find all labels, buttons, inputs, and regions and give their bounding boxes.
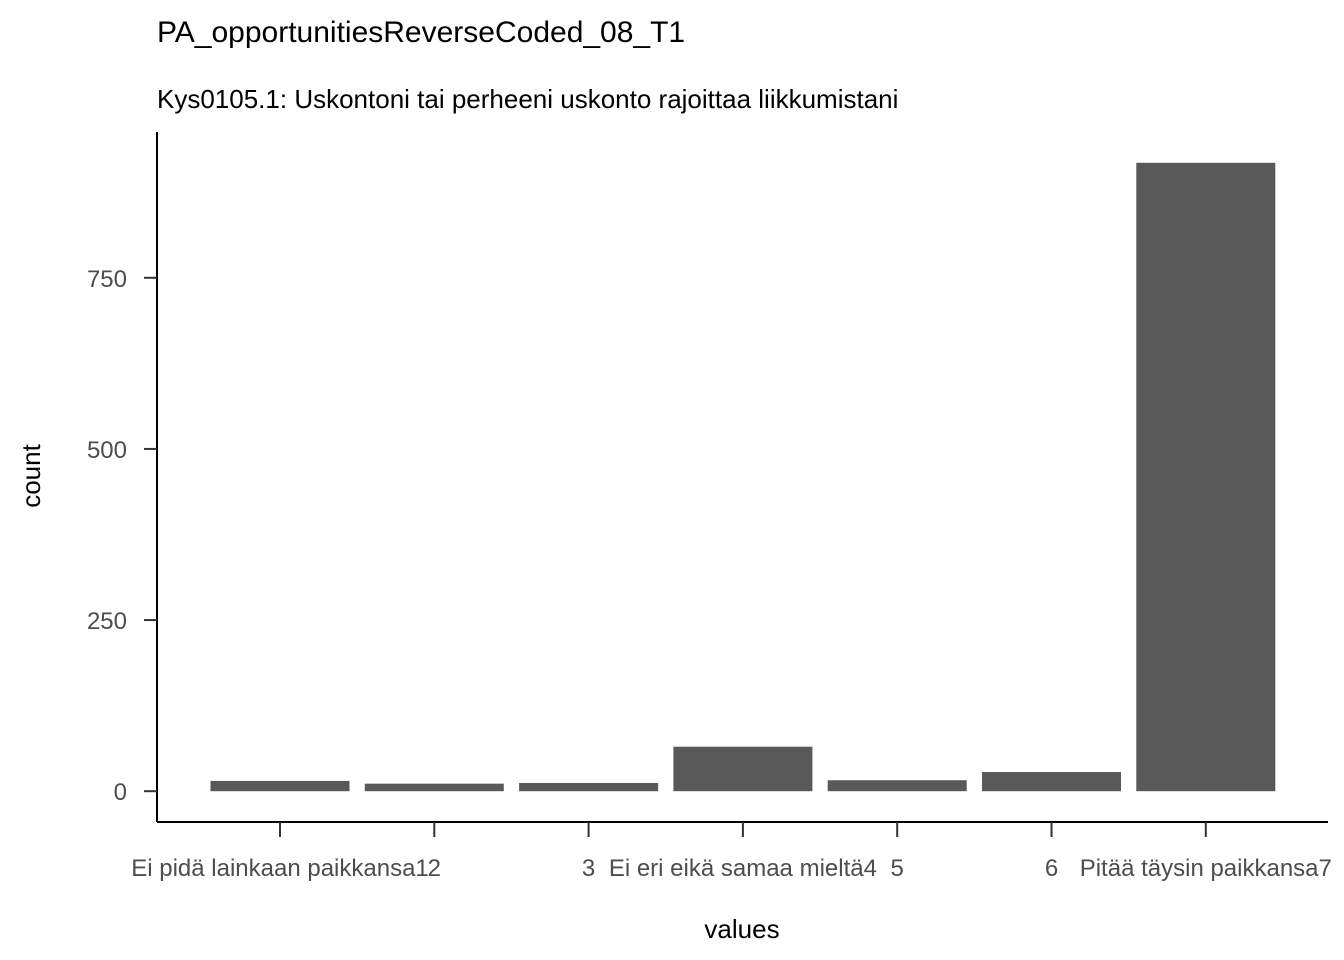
- x-tick-label: Ei eri eikä samaa mieltä4: [609, 855, 877, 882]
- bar-4: [673, 746, 813, 792]
- x-axis-title: values: [704, 914, 779, 944]
- y-tick-label: 750: [87, 266, 127, 293]
- y-tick-label: 500: [87, 437, 127, 464]
- x-tick-label: 3: [582, 855, 595, 882]
- x-tick-label: 2: [428, 855, 441, 882]
- x-tick-label: 5: [891, 855, 904, 882]
- chart-title: PA_opportunitiesReverseCoded_08_T1: [157, 16, 685, 49]
- x-tick-label: Ei pidä lainkaan paikkansa1: [131, 855, 429, 882]
- bar-6: [982, 772, 1121, 792]
- y-tick-label: 250: [87, 608, 127, 635]
- x-tick-label: Pitää täysin paikkansa7: [1080, 855, 1332, 882]
- bar-7: [1136, 162, 1276, 792]
- bar-1: [210, 780, 350, 792]
- chart-subtitle: Kys0105.1: Uskontoni tai perheeni uskont…: [157, 84, 898, 114]
- bars-group: [210, 162, 1276, 792]
- y-axis-title: count: [16, 443, 46, 507]
- bar-5: [827, 780, 967, 792]
- bar-3: [519, 782, 659, 792]
- y-axis: 0 250 500 750: [87, 132, 158, 822]
- bar-2: [364, 783, 504, 792]
- y-tick-label: 0: [114, 779, 127, 806]
- x-tick-label: 6: [1045, 855, 1058, 882]
